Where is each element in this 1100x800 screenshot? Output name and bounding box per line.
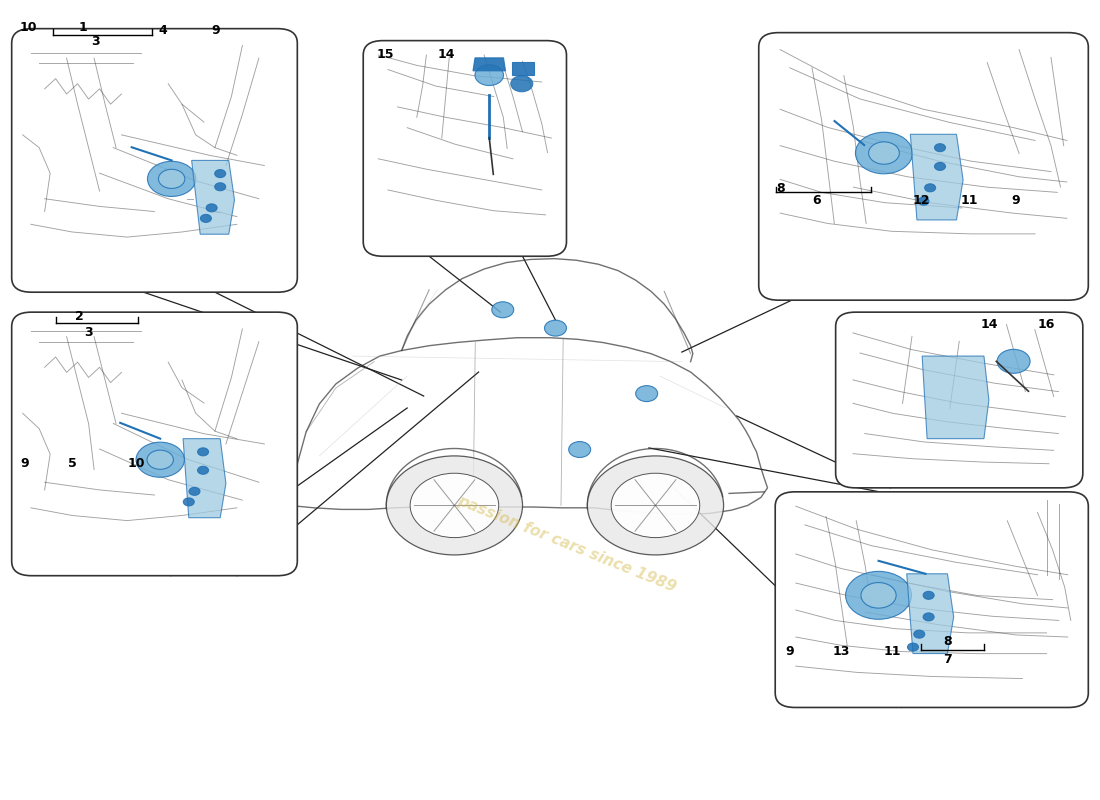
Circle shape — [908, 643, 918, 651]
Circle shape — [544, 320, 566, 336]
Text: 9: 9 — [211, 24, 220, 37]
FancyBboxPatch shape — [12, 312, 297, 576]
Text: 6: 6 — [813, 194, 822, 207]
Circle shape — [856, 132, 913, 174]
Text: 16: 16 — [1038, 318, 1055, 330]
Circle shape — [925, 184, 936, 192]
Text: 14: 14 — [438, 48, 455, 61]
Text: 7: 7 — [944, 653, 953, 666]
Circle shape — [189, 487, 200, 495]
Circle shape — [918, 197, 930, 205]
Polygon shape — [183, 438, 226, 518]
Polygon shape — [473, 58, 506, 71]
Circle shape — [206, 204, 217, 212]
Circle shape — [214, 182, 225, 190]
FancyBboxPatch shape — [759, 33, 1088, 300]
Circle shape — [923, 613, 934, 621]
Circle shape — [923, 591, 934, 599]
Circle shape — [386, 456, 522, 555]
Text: 10: 10 — [128, 458, 144, 470]
Text: 12: 12 — [913, 194, 931, 207]
Circle shape — [184, 498, 195, 506]
Circle shape — [861, 582, 896, 608]
Circle shape — [158, 170, 185, 189]
Circle shape — [198, 466, 209, 474]
Circle shape — [410, 474, 498, 538]
FancyBboxPatch shape — [12, 29, 297, 292]
Text: 13: 13 — [833, 645, 850, 658]
Polygon shape — [512, 62, 534, 75]
Text: 4: 4 — [158, 24, 167, 37]
Circle shape — [869, 142, 900, 164]
Circle shape — [214, 170, 225, 178]
Circle shape — [935, 144, 946, 152]
Text: 15: 15 — [376, 48, 394, 61]
Circle shape — [935, 162, 946, 170]
Circle shape — [200, 214, 211, 222]
Text: 3: 3 — [85, 326, 92, 338]
Text: 11: 11 — [884, 645, 902, 658]
Circle shape — [997, 350, 1030, 374]
Text: 9: 9 — [21, 458, 30, 470]
Polygon shape — [911, 134, 964, 220]
Text: 14: 14 — [981, 318, 998, 330]
Text: 8: 8 — [777, 182, 785, 195]
Circle shape — [569, 442, 591, 458]
Text: 3: 3 — [91, 35, 99, 48]
Text: 10: 10 — [20, 21, 37, 34]
Circle shape — [492, 302, 514, 318]
Circle shape — [147, 450, 174, 470]
Circle shape — [587, 456, 724, 555]
Circle shape — [475, 65, 504, 86]
Circle shape — [636, 386, 658, 402]
Text: 9: 9 — [785, 645, 794, 658]
Text: 11: 11 — [961, 194, 978, 207]
Text: 9: 9 — [1012, 194, 1020, 207]
Circle shape — [136, 442, 185, 478]
Circle shape — [510, 76, 532, 92]
Circle shape — [612, 474, 700, 538]
Polygon shape — [922, 356, 989, 438]
Text: passion for cars since 1989: passion for cars since 1989 — [455, 493, 678, 594]
Polygon shape — [191, 161, 234, 234]
Polygon shape — [906, 574, 954, 654]
FancyBboxPatch shape — [363, 41, 566, 256]
Circle shape — [147, 162, 196, 197]
Circle shape — [846, 571, 912, 619]
Circle shape — [198, 448, 209, 456]
Text: 8: 8 — [944, 634, 952, 648]
Text: 5: 5 — [68, 458, 77, 470]
Circle shape — [914, 630, 925, 638]
FancyBboxPatch shape — [776, 492, 1088, 707]
FancyBboxPatch shape — [836, 312, 1082, 488]
Text: 1: 1 — [79, 21, 88, 34]
Text: 2: 2 — [76, 310, 85, 322]
